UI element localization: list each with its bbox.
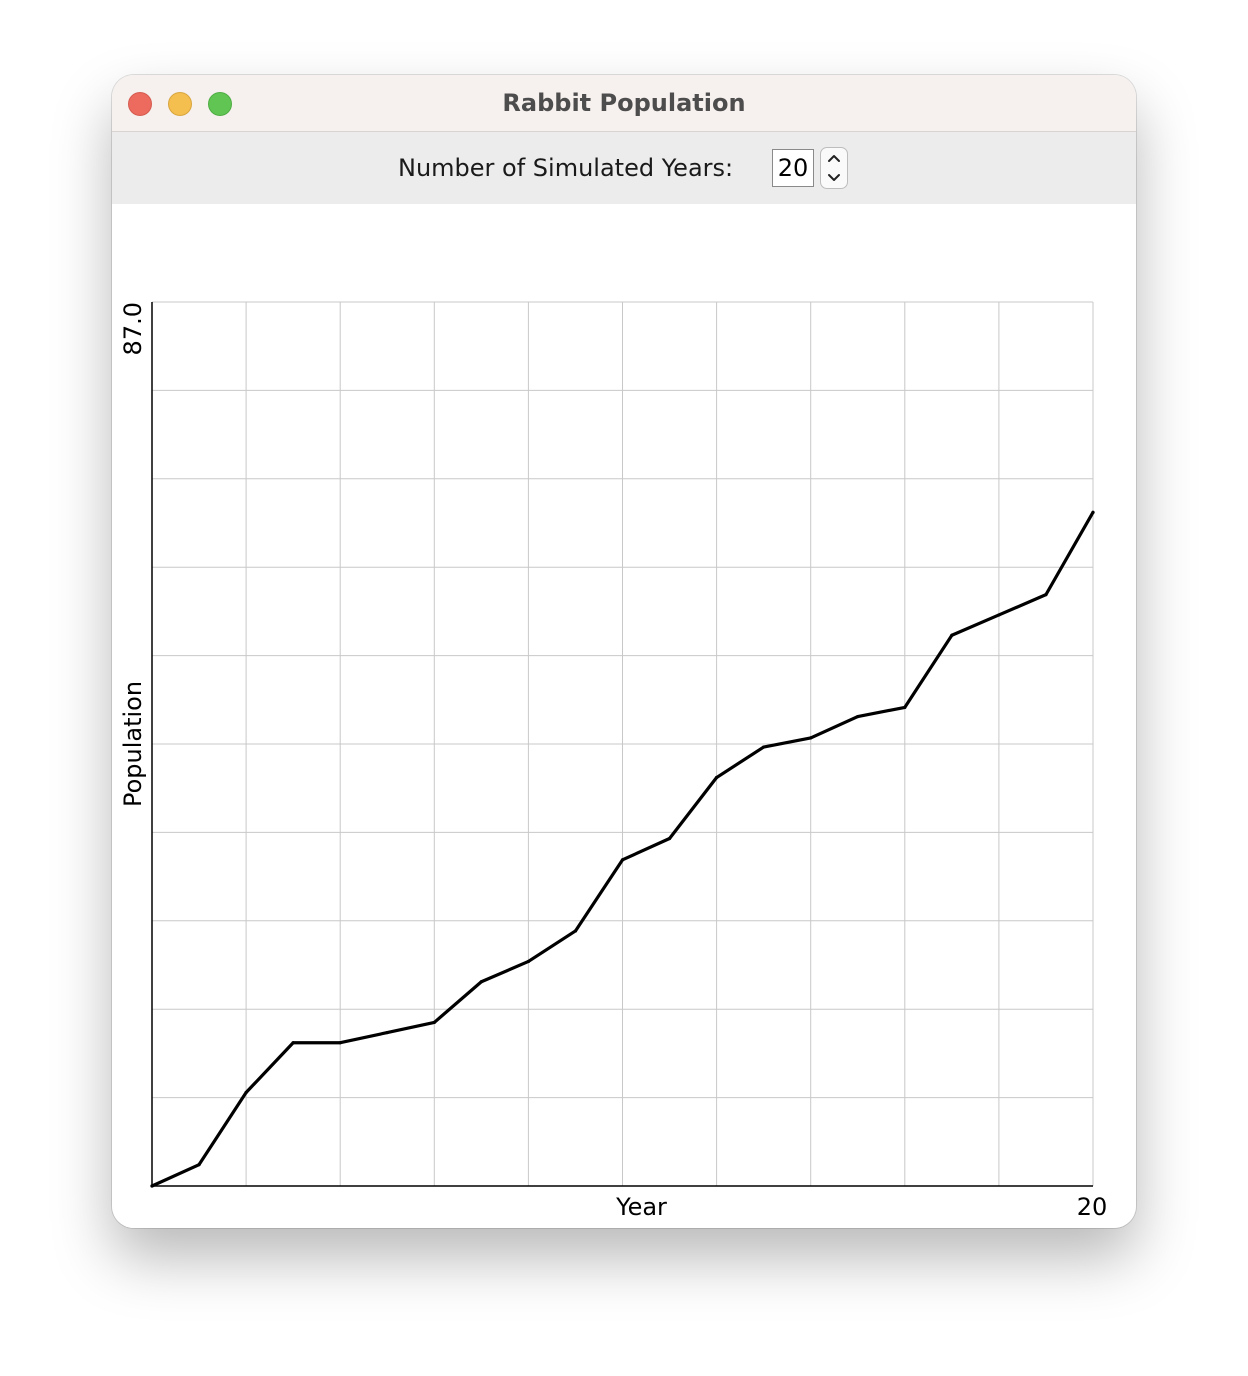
window-title: Rabbit Population (502, 89, 746, 117)
data-point (573, 929, 578, 933)
population-chart: 87.0 Population Year 20 (112, 204, 1136, 1228)
chevron-up-icon (828, 155, 840, 162)
data-point (856, 714, 860, 719)
increment-button[interactable] (821, 148, 847, 168)
chart-grid (152, 301, 1094, 1186)
x-axis-title: Year (615, 1193, 667, 1221)
data-point (950, 633, 954, 637)
data-point (244, 1090, 248, 1095)
x-axis-max-label: 20 (1077, 1193, 1108, 1221)
data-point (762, 745, 766, 749)
app-window: Rabbit Population Number of Simulated Ye… (112, 75, 1136, 1228)
title-bar[interactable]: Rabbit Population (112, 75, 1136, 132)
data-point (150, 1184, 154, 1188)
zoom-window-button[interactable] (208, 92, 232, 116)
data-point (291, 1041, 295, 1045)
years-label: Number of Simulated Years: (398, 154, 734, 182)
data-point (667, 836, 672, 841)
data-point (479, 980, 483, 984)
data-point (197, 1163, 201, 1167)
years-input[interactable] (772, 149, 814, 187)
data-point (620, 858, 625, 862)
data-point (385, 1030, 389, 1035)
data-point (432, 1020, 436, 1025)
chart-canvas: 87.0 Population Year 20 (119, 301, 1108, 1221)
minimize-window-button[interactable] (168, 92, 192, 116)
data-point (997, 613, 1001, 617)
controls-panel: Number of Simulated Years: (112, 132, 1136, 204)
data-point (809, 736, 813, 740)
data-point (1091, 510, 1095, 514)
y-axis-max-label: 87.0 (119, 302, 147, 355)
data-point (715, 775, 719, 780)
data-point (526, 959, 530, 964)
data-point (1044, 593, 1048, 597)
years-stepper[interactable] (820, 147, 848, 189)
data-point (903, 705, 907, 710)
data-point (338, 1041, 342, 1045)
chevron-down-icon (828, 174, 840, 181)
series-points (150, 510, 1095, 1188)
decrement-button[interactable] (821, 168, 847, 188)
y-axis-title: Population (119, 681, 147, 807)
close-window-button[interactable] (128, 92, 152, 116)
